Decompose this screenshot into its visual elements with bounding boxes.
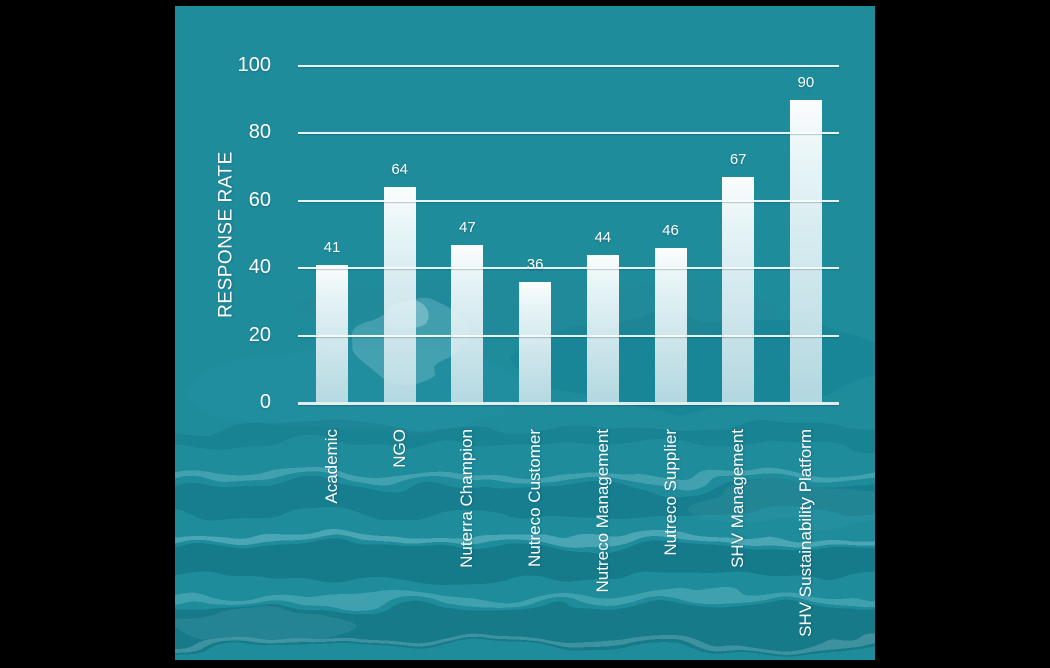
x-category-label: SHV Sustainability Platform [795,429,815,637]
bar-value-label: 41 [323,238,341,256]
y-axis-title: RESPONSE RATE [215,151,237,318]
bar [519,281,552,405]
y-tick-label: 80 [248,121,271,144]
bar [654,247,687,405]
y-tick-label: 40 [248,256,271,279]
x-category-label: Nuterra Champion [457,429,477,568]
x-category-label: Nutreco Customer [525,429,545,567]
bar [383,187,416,405]
y-gridline [298,132,839,135]
bar [789,99,822,405]
y-gridline [298,199,839,202]
bar [722,177,755,405]
bar-value-label: 46 [662,221,679,239]
bar [586,254,619,405]
x-category-label: NGO [389,429,409,468]
x-category-label: Nutreco Supplier [660,429,680,556]
bar-value-label: 47 [459,218,476,236]
y-tick-label: 100 [237,54,271,76]
chart-panel: RESPONSE RATE 0 20 40 60 80 100 41 Academic 64 NG… [175,6,875,660]
bar-value-label: 64 [391,161,409,179]
labels-layer: RESPONSE RATE 0 20 40 60 80 100 41 Academic 64 NG… [175,6,875,660]
y-gridline [298,402,839,405]
bar-value-label: 36 [526,255,544,273]
y-tick-label: 0 [259,391,271,413]
bar-value-label: 44 [594,228,612,246]
bar-value-label: 67 [729,151,747,169]
bars-layer [175,6,875,660]
y-gridline [298,65,839,67]
x-category-label: Academic [322,429,341,504]
y-tick-label: 60 [248,188,271,211]
bar [451,244,484,405]
y-gridline [298,334,839,337]
y-gridline [298,267,839,270]
x-category-label: Nutreco Management [592,429,612,593]
gridlines-layer [175,6,875,660]
bar-value-label: 90 [797,73,815,91]
x-category-label: SHV Management [728,429,748,568]
y-tick-label: 20 [248,323,271,346]
